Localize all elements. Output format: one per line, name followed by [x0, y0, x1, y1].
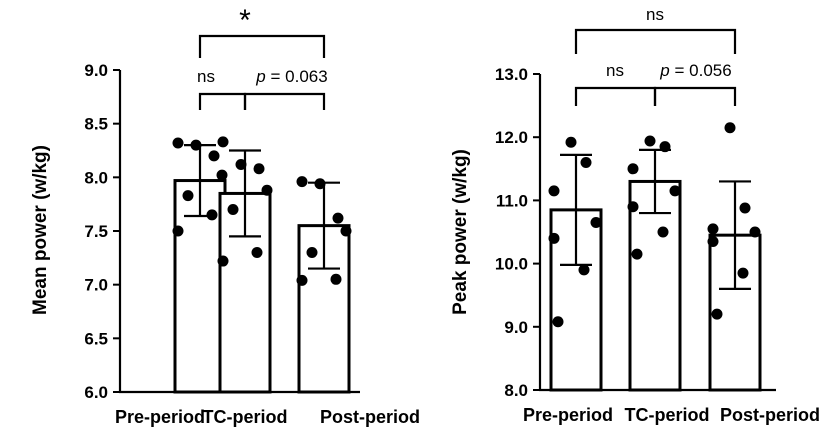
- y-tick-label: 8.0: [504, 381, 528, 400]
- data-point: [548, 232, 560, 244]
- data-point: [627, 201, 639, 213]
- data-point: [251, 246, 263, 258]
- data-point: [306, 246, 318, 258]
- data-point: [227, 204, 239, 216]
- significance-label: ns: [646, 5, 664, 24]
- data-point: [565, 136, 577, 148]
- data-point: [340, 225, 352, 237]
- p-value-text: ns: [197, 67, 215, 86]
- x-tick-label: Pre-period: [115, 407, 205, 427]
- y-tick-label: 8.0: [84, 168, 108, 187]
- data-point: [206, 209, 218, 221]
- data-point: [657, 226, 669, 238]
- p-value-text: ns: [646, 5, 664, 24]
- data-point: [580, 156, 592, 168]
- data-point: [330, 273, 342, 285]
- data-point: [590, 217, 602, 229]
- x-tick-label: Pre-period: [523, 405, 613, 425]
- significance-bracket: [198, 92, 247, 110]
- significance-bracket: [653, 86, 737, 106]
- significance-bracket: [198, 34, 326, 58]
- y-tick-label: 13.0: [495, 65, 528, 84]
- x-tick-label: TC-period: [625, 405, 710, 425]
- mean-power-panel: 6.0 6.5 7.0 7.5 8.0 8.5 9.0 Mean power (w/kg) Pr…: [30, 4, 420, 427]
- p-symbol: p: [255, 67, 265, 86]
- significance-label: p = 0.063: [255, 67, 327, 86]
- data-point: [208, 150, 220, 162]
- y-tick-label: 9.0: [504, 318, 528, 337]
- p-value-text: = 0.063: [266, 67, 328, 86]
- y-tick-label: 7.5: [84, 222, 108, 241]
- significance-label: ns: [606, 61, 624, 80]
- significance-bracket: [574, 86, 657, 106]
- data-point: [296, 274, 308, 286]
- y-tick-label: 9.0: [84, 61, 108, 80]
- p-value-text: = 0.056: [670, 61, 732, 80]
- y-tick-label: 6.5: [84, 329, 108, 348]
- bar-tc-period: [628, 179, 682, 392]
- x-tick-label: Post-period: [720, 405, 820, 425]
- p-value-text: ns: [606, 61, 624, 80]
- y-tick-label: 7.0: [84, 276, 108, 295]
- data-point: [217, 255, 229, 267]
- data-point: [296, 176, 308, 188]
- data-point: [261, 184, 273, 196]
- significance-label: ns: [197, 67, 215, 86]
- data-point: [707, 235, 719, 247]
- data-point: [669, 185, 681, 197]
- data-point: [552, 316, 564, 328]
- significance-bracket: [243, 92, 326, 110]
- y-tick-label: 6.0: [84, 383, 108, 402]
- data-point: [332, 212, 344, 224]
- y-tick-label: 12.0: [495, 128, 528, 147]
- data-point: [182, 190, 194, 202]
- data-point: [217, 136, 229, 148]
- data-point: [659, 141, 671, 153]
- data-point: [631, 248, 643, 260]
- data-point: [644, 135, 656, 147]
- data-point: [724, 122, 736, 134]
- data-point: [749, 226, 761, 238]
- x-tick-label: Post-period: [320, 407, 420, 427]
- significance-star: *: [239, 4, 251, 37]
- data-point: [235, 158, 247, 170]
- data-point: [190, 139, 202, 151]
- y-axis-title: Peak power (w/kg): [450, 149, 471, 315]
- data-point: [711, 308, 723, 320]
- significance-label: p = 0.056: [659, 61, 731, 80]
- data-point: [627, 163, 639, 175]
- y-tick-label: 10.0: [495, 255, 528, 274]
- significance-bracket: [574, 28, 737, 54]
- data-point: [216, 169, 228, 181]
- x-tick-label: TC-period: [203, 407, 288, 427]
- y-tick-label: 8.5: [84, 115, 108, 134]
- data-point: [172, 225, 184, 237]
- data-point: [737, 267, 749, 279]
- p-symbol: p: [659, 61, 669, 80]
- peak-power-panel: 8.0 9.0 10.0 11.0 12.0 13.0 Peak power (w/kg) P…: [450, 5, 820, 425]
- data-point: [172, 137, 184, 149]
- data-point: [253, 163, 265, 175]
- data-point: [314, 178, 326, 190]
- y-tick-label: 11.0: [496, 191, 528, 210]
- y-axis-title: Mean power (w/kg): [30, 145, 51, 315]
- data-point: [548, 185, 560, 197]
- data-point: [707, 223, 719, 235]
- data-point: [578, 264, 590, 276]
- data-point: [739, 202, 751, 214]
